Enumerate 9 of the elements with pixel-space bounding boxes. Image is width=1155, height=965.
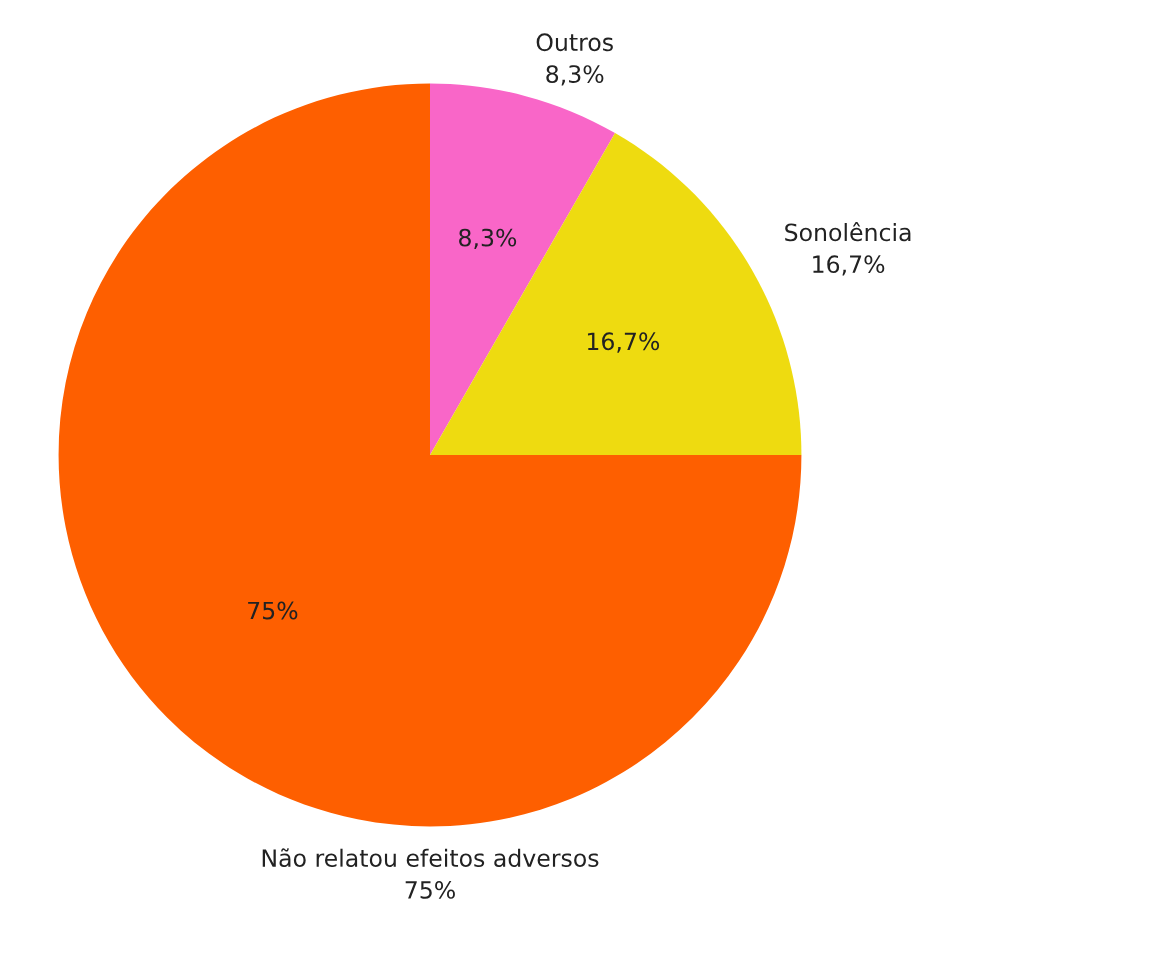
data-label: 16,7% xyxy=(587,332,660,353)
slice-label: Sonolência xyxy=(785,222,911,242)
text: 75% xyxy=(405,880,455,899)
data-label: 8,3% xyxy=(459,228,517,249)
slice-label: Outros xyxy=(536,33,613,52)
text: 8,3% xyxy=(546,65,604,86)
slice-label: Não relatou efeitos adversos xyxy=(262,848,599,867)
text: 16,7% xyxy=(813,255,885,276)
data-label: 75% xyxy=(248,601,298,620)
